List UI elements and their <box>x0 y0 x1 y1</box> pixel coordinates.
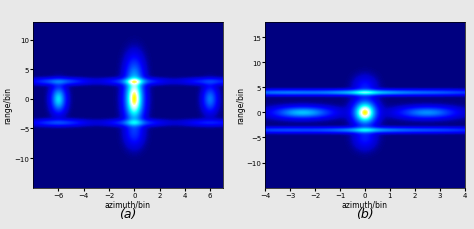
X-axis label: azimuth/bin: azimuth/bin <box>342 199 388 208</box>
Text: (a): (a) <box>119 207 137 220</box>
X-axis label: azimuth/bin: azimuth/bin <box>105 199 151 208</box>
Y-axis label: range/bin: range/bin <box>4 87 13 124</box>
Y-axis label: range/bin: range/bin <box>236 87 245 124</box>
Text: (b): (b) <box>356 207 374 220</box>
